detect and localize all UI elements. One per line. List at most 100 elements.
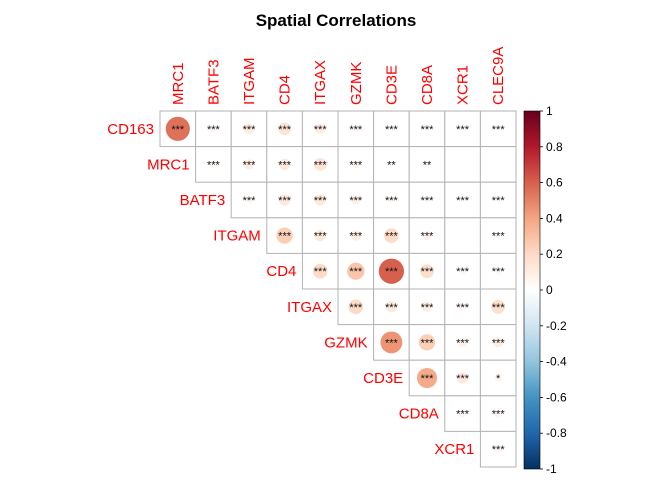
significance-label: *** <box>492 195 506 207</box>
correlation-circle <box>351 195 361 205</box>
correlation-circle <box>494 409 502 418</box>
row-label: ITGAM <box>213 228 261 245</box>
correlation-circle <box>457 337 468 348</box>
significance-label: *** <box>243 124 257 136</box>
significance-label: *** <box>278 231 292 243</box>
correlation-circle <box>421 301 433 312</box>
significance-label: *** <box>278 159 292 171</box>
correlation-circle <box>384 228 399 243</box>
significance-label: *** <box>492 231 506 243</box>
correlation-circle <box>350 230 361 241</box>
row-label: BATF3 <box>180 192 226 209</box>
correlation-circle <box>495 197 501 203</box>
significance-label: *** <box>421 373 435 385</box>
significance-label: *** <box>456 302 470 314</box>
row-label: GZMK <box>324 334 367 351</box>
significance-label: *** <box>385 124 399 136</box>
correlation-circle <box>209 160 218 169</box>
correlation-circle <box>495 233 501 238</box>
colorbar-tick-label: 0.4 <box>546 211 563 225</box>
significance-labels: *** *** *** *** *** *** *** *** *** ****** *** *** *… <box>171 124 505 456</box>
row-label: XCR1 <box>434 441 474 458</box>
significance-label: *** <box>314 159 328 171</box>
correlation-circle <box>424 126 430 132</box>
significance-label: *** <box>171 124 185 136</box>
significance-label: *** <box>314 195 328 207</box>
significance-label: *** <box>314 231 328 243</box>
correlation-circle <box>385 301 398 313</box>
significance-label: *** <box>456 266 470 278</box>
correlation-circle <box>495 126 501 132</box>
significance-label: *** <box>278 195 292 207</box>
correlation-circle <box>278 158 291 171</box>
correlation-circle <box>491 299 506 314</box>
correlation-circle <box>352 125 360 133</box>
correlation-circle <box>314 194 326 206</box>
significance-label: *** <box>492 124 506 136</box>
correlation-circle <box>348 299 364 315</box>
grid-cell <box>408 110 446 148</box>
correlation-circle <box>424 197 430 203</box>
correlation-circle <box>278 122 291 136</box>
row-label: CD8A <box>399 406 439 423</box>
correlation-circle <box>493 337 504 348</box>
significance-label: *** <box>385 337 399 349</box>
grid-cell <box>301 181 339 219</box>
correlation-circle <box>378 258 405 284</box>
grid-cell <box>444 217 481 254</box>
significance-label: *** <box>492 302 506 314</box>
correlation-circles <box>165 116 506 453</box>
column-label: ITGAM <box>241 58 258 106</box>
correlation-circle <box>243 123 255 134</box>
significance-label: *** <box>456 337 470 349</box>
significance-label: *** <box>385 302 399 314</box>
significance-label: *** <box>456 409 470 421</box>
correlation-circle <box>496 162 500 167</box>
significance-label: * <box>496 373 501 385</box>
correlation-circle <box>313 158 327 171</box>
correlation-circle <box>312 263 328 279</box>
colorbar-tick-label: -0.6 <box>546 390 567 404</box>
correlation-circle <box>460 197 465 203</box>
row-label: MRC1 <box>147 156 190 173</box>
significance-label: *** <box>207 159 221 171</box>
significance-label: *** <box>385 266 399 278</box>
correlation-circle <box>314 229 326 242</box>
significance-label: *** <box>492 337 506 349</box>
significance-label: *** <box>349 231 363 243</box>
grid-cell <box>301 146 339 183</box>
correlation-circle <box>347 262 365 280</box>
column-labels: MRC1 BATF3 ITGAM CD4 ITGAX GZMK CD3E CD8A XCR1 CL… <box>170 47 507 105</box>
significance-label: *** <box>349 266 363 278</box>
column-label: CD8A <box>419 65 436 105</box>
correlation-circle <box>388 125 395 132</box>
row-label: CD4 <box>266 263 296 280</box>
significance-label: ** <box>387 159 396 171</box>
colorbar-tick-label: -0.2 <box>546 319 567 333</box>
chart-title: Spatial Correlations <box>256 11 417 30</box>
significance-label: *** <box>349 195 363 207</box>
correlation-circle <box>387 196 396 204</box>
correlation-circle <box>380 331 403 354</box>
correlation-circle <box>456 372 469 384</box>
significance-label: ** <box>423 159 432 171</box>
significance-label: *** <box>349 302 363 314</box>
correlation-circle <box>458 409 467 418</box>
significance-label: *** <box>314 124 328 136</box>
correlation-circle <box>418 334 436 351</box>
column-label: ITGAX <box>312 60 329 105</box>
colorbar-tick-label: 0.2 <box>546 247 563 261</box>
significance-label: *** <box>456 124 470 136</box>
colorbar-scale <box>523 110 541 470</box>
row-label: CD3E <box>363 370 403 387</box>
column-label: CLEC9A <box>490 47 507 105</box>
significance-label: *** <box>207 124 221 136</box>
significance-label: *** <box>314 266 328 278</box>
grid-cell <box>337 288 375 326</box>
correlation-circle <box>494 267 502 275</box>
significance-label: *** <box>243 195 257 207</box>
column-label: BATF3 <box>205 59 222 105</box>
significance-label: *** <box>456 195 470 207</box>
correlation-circle <box>424 161 430 168</box>
